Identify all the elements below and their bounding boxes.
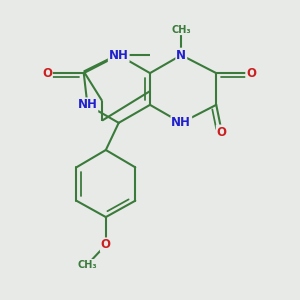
Text: CH₃: CH₃ [78,260,97,269]
Text: N: N [176,49,186,62]
Text: O: O [101,238,111,251]
Text: O: O [42,67,52,80]
Text: NH: NH [109,49,129,62]
Text: O: O [246,67,256,80]
Text: O: O [217,125,227,139]
Text: NH: NH [171,116,191,129]
Text: CH₃: CH₃ [172,25,191,34]
Text: NH: NH [77,98,98,111]
